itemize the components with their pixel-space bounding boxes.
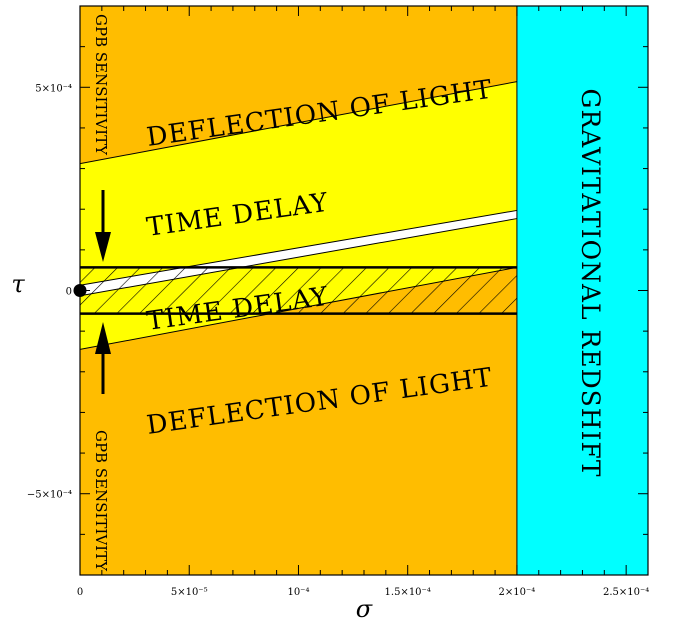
gpb-band-hatch <box>80 267 517 314</box>
line-time-delay-upper <box>80 209 518 286</box>
x-tick-label: 5×10⁻⁵ <box>171 587 208 598</box>
gpb-arrow-up-icon <box>95 322 111 394</box>
gpb-arrow-down-icon <box>95 190 111 262</box>
boundary-lines-layer <box>80 6 518 575</box>
annotation-gpb-bottom: GPB SENSITIVITY <box>92 430 110 572</box>
x-tick-label: 0 <box>77 587 83 598</box>
y-tick-label: −5×10⁻⁴ <box>27 490 72 501</box>
line-deflection-upper <box>80 81 518 165</box>
x-tick-label: 2.5×10⁻⁴ <box>603 587 649 598</box>
line-time-delay-lower <box>80 218 518 297</box>
annotation-gravitational-redshift: GRAVITATIONAL REDSHIFT <box>576 89 605 478</box>
line-deflection-lower <box>80 266 518 350</box>
annotation-gpb-top: GPB SENSITIVITY <box>92 14 110 156</box>
x-tick-label: 1.5×10⁻⁴ <box>385 587 431 598</box>
origin-point <box>73 284 87 297</box>
y-tick-label: 5×10⁻⁴ <box>35 83 72 94</box>
y-axis-title: τ <box>11 270 25 298</box>
x-axis-title: σ <box>356 595 373 622</box>
gpb-band-layer <box>80 266 517 315</box>
axes-layer: 0 5×10⁻⁵ 10⁻⁴ 1.5×10⁻⁴ 2×10⁻⁴ 2.5×10⁻⁴ 5×10⁻⁴ 0… <box>11 5 649 622</box>
x-tick-label: 2×10⁻⁴ <box>499 587 536 598</box>
region-gravitational-redshift <box>516 6 648 575</box>
y-tick-label: 0 <box>66 287 72 298</box>
x-tick-label: 10⁻⁴ <box>287 587 309 598</box>
